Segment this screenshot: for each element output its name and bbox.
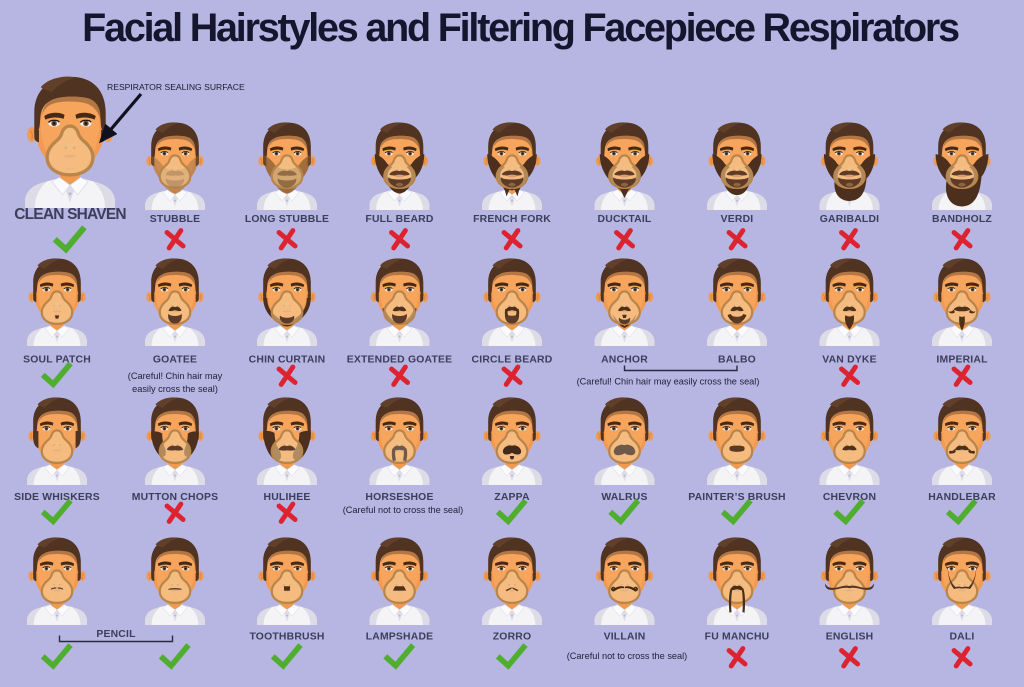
svg-text:CHEVRON: CHEVRON xyxy=(823,492,876,503)
svg-text:DUCKTAIL: DUCKTAIL xyxy=(598,214,652,225)
svg-text:HANDLEBAR: HANDLEBAR xyxy=(928,492,996,503)
svg-text:BANDHOLZ: BANDHOLZ xyxy=(932,214,992,225)
svg-text:ZORRO: ZORRO xyxy=(493,632,532,643)
svg-text:(Careful! Chin hair may: (Careful! Chin hair may xyxy=(128,371,223,381)
svg-text:ENGLISH: ENGLISH xyxy=(826,632,874,643)
svg-text:EXTENDED GOATEE: EXTENDED GOATEE xyxy=(347,355,453,366)
svg-text:CHIN CURTAIN: CHIN CURTAIN xyxy=(249,355,326,366)
svg-text:RESPIRATOR SEALING SURFACE: RESPIRATOR SEALING SURFACE xyxy=(107,82,245,92)
svg-text:ZAPPA: ZAPPA xyxy=(494,492,530,503)
svg-text:Facial Hairstyles and Filterin: Facial Hairstyles and Filtering Facepiec… xyxy=(82,6,959,50)
svg-text:HULIHEE: HULIHEE xyxy=(263,492,310,503)
svg-text:FU MANCHU: FU MANCHU xyxy=(705,632,770,643)
svg-text:SOUL PATCH: SOUL PATCH xyxy=(23,355,91,366)
svg-text:LONG STUBBLE: LONG STUBBLE xyxy=(245,214,329,225)
svg-text:FRENCH FORK: FRENCH FORK xyxy=(473,214,551,225)
svg-text:PAINTER’S BRUSH: PAINTER’S BRUSH xyxy=(688,492,785,503)
svg-text:IMPERIAL: IMPERIAL xyxy=(936,355,988,366)
svg-text:STUBBLE: STUBBLE xyxy=(150,214,200,225)
svg-text:HORSESHOE: HORSESHOE xyxy=(365,492,433,503)
svg-text:PENCIL: PENCIL xyxy=(96,629,136,640)
svg-text:DALI: DALI xyxy=(949,632,974,643)
svg-text:VAN DYKE: VAN DYKE xyxy=(822,355,877,366)
svg-text:LAMPSHADE: LAMPSHADE xyxy=(366,632,434,643)
svg-text:CIRCLE BEARD: CIRCLE BEARD xyxy=(472,355,553,366)
svg-text:VILLAIN: VILLAIN xyxy=(604,632,646,643)
svg-text:GOATEE: GOATEE xyxy=(153,355,197,366)
svg-text:SIDE WHISKERS: SIDE WHISKERS xyxy=(14,492,100,503)
svg-text:(Careful not to cross the seal: (Careful not to cross the seal) xyxy=(343,505,464,515)
svg-text:ANCHOR: ANCHOR xyxy=(601,355,648,366)
svg-text:(Careful not to cross the seal: (Careful not to cross the seal) xyxy=(567,651,688,661)
svg-text:GARIBALDI: GARIBALDI xyxy=(820,214,880,225)
svg-text:FULL BEARD: FULL BEARD xyxy=(365,214,433,225)
svg-text:VERDI: VERDI xyxy=(721,214,754,225)
svg-text:MUTTON CHOPS: MUTTON CHOPS xyxy=(132,492,219,503)
svg-text:easily cross the seal): easily cross the seal) xyxy=(132,384,218,394)
svg-text:CLEAN SHAVEN: CLEAN SHAVEN xyxy=(14,206,126,223)
svg-text:(Careful! Chin hair may easily: (Careful! Chin hair may easily cross the… xyxy=(577,377,760,387)
svg-text:BALBO: BALBO xyxy=(718,355,756,366)
svg-text:TOOTHBRUSH: TOOTHBRUSH xyxy=(249,632,324,643)
svg-text:WALRUS: WALRUS xyxy=(601,492,647,503)
